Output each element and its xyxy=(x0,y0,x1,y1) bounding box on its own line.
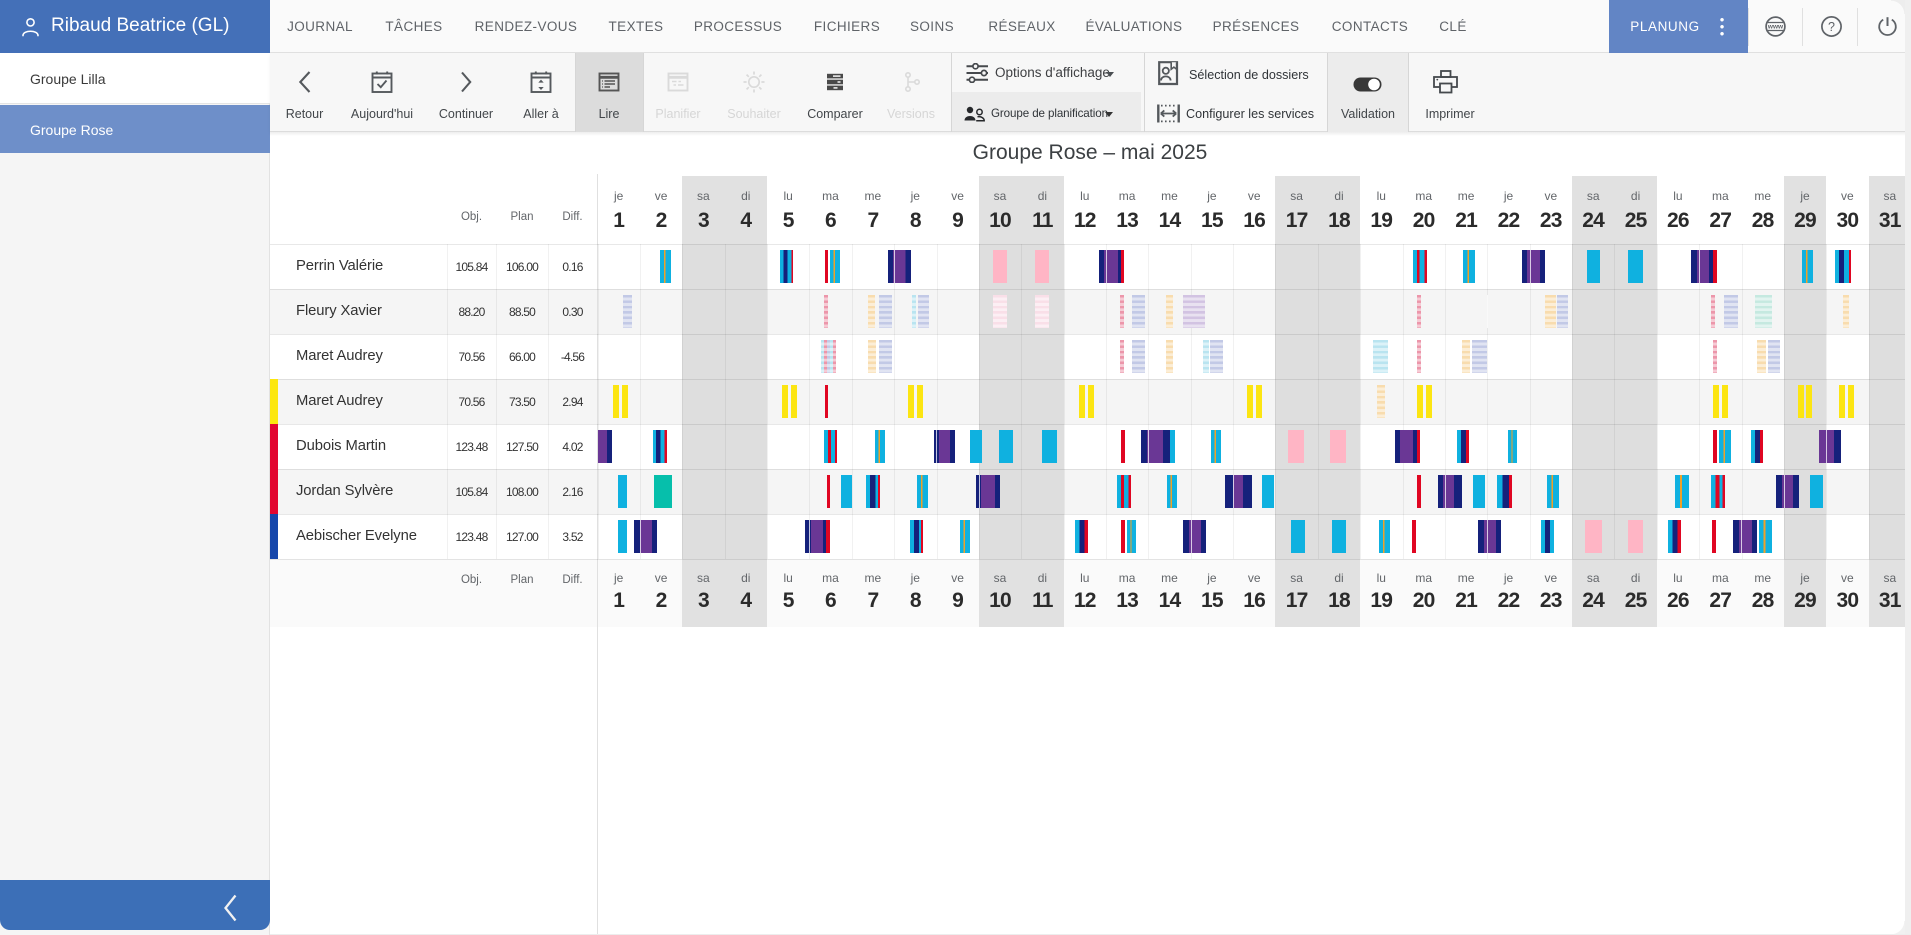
svg-text:?: ? xyxy=(1828,20,1835,34)
svg-text:www: www xyxy=(1767,24,1784,31)
